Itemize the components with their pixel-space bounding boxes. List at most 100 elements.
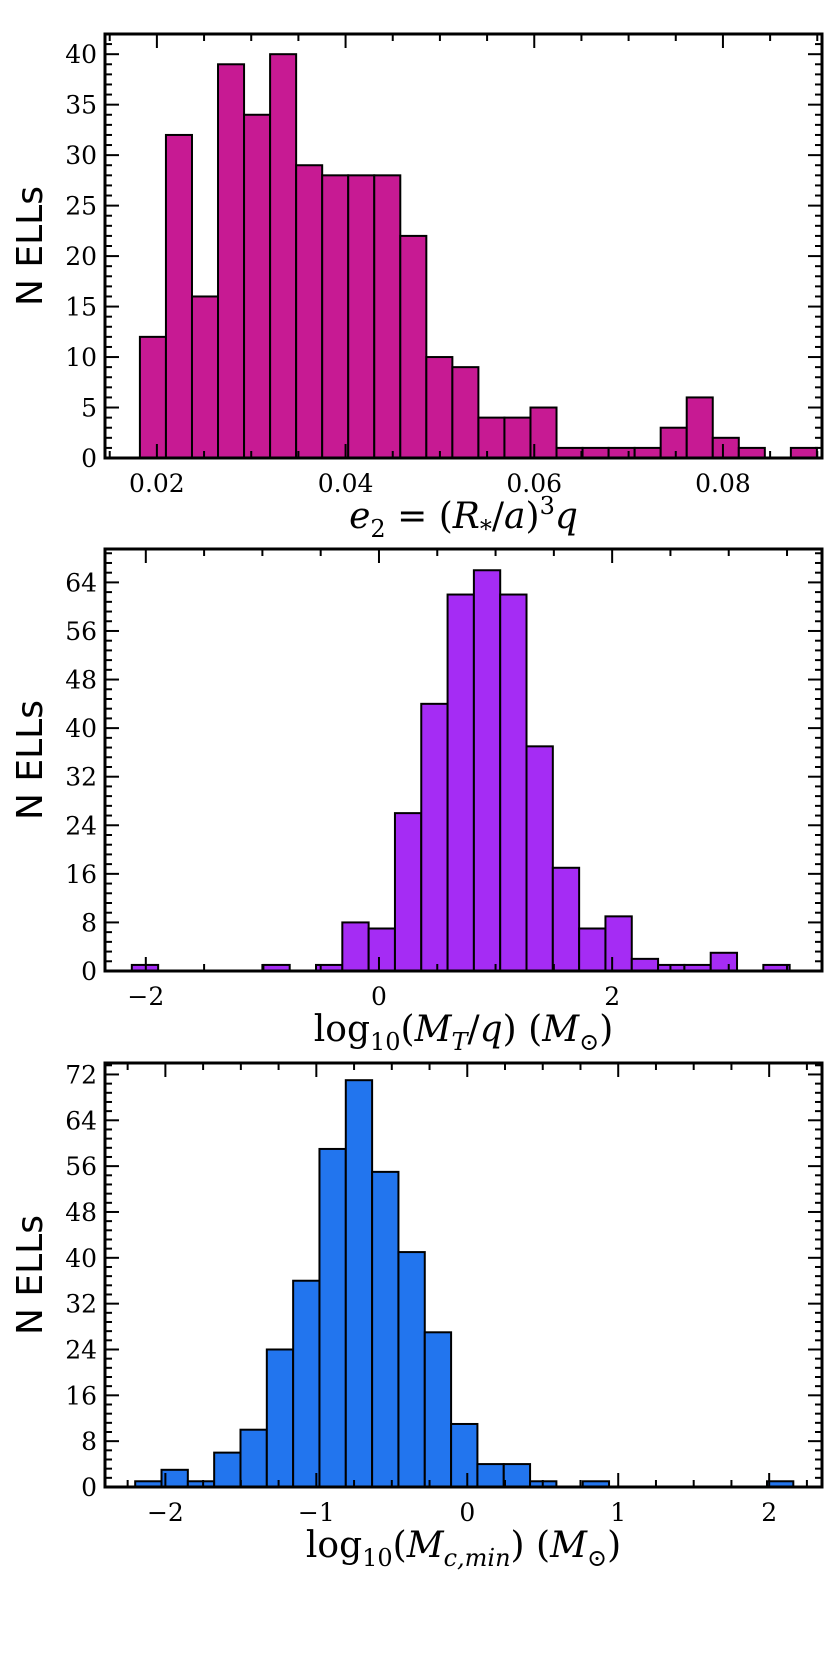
y-tick-label: 8 [81, 908, 97, 937]
x-tick-label: 1 [610, 1498, 626, 1527]
y-tick-label: 0 [81, 1473, 97, 1502]
histogram-bar [525, 745, 554, 972]
histogram-bar [476, 1463, 505, 1488]
histogram-bar [344, 1079, 374, 1489]
y-axis-label: N ELLs [10, 700, 51, 820]
histogram-bar [472, 569, 502, 972]
x-tick-label: 0 [371, 982, 387, 1011]
y-tick-label: 5 [81, 394, 97, 423]
x-tick-label: −2 [127, 982, 164, 1011]
y-tick-label: 35 [65, 91, 97, 120]
histogram-bar [709, 951, 739, 973]
histogram-bar [685, 396, 714, 459]
x-axis-label: log10(Mc,min) (M⊙) [306, 1525, 621, 1572]
histogram-bar [371, 1170, 400, 1488]
histogram-bar [711, 436, 740, 459]
x-axis-label: e2 = (R*/a)3q [349, 492, 578, 543]
panel-1: 0.02 0.04 0.06 0.08 0 5 10 15 20 25 30 35 40 N ELLs e2… [10, 32, 824, 543]
histogram-bar [341, 921, 370, 972]
y-tick-label: 32 [65, 763, 97, 792]
panel-3: −2 −1 0 1 2 0 8 16 24 32 40 48 56 64 72 N ELLs log10(Mc,… [10, 1060, 824, 1572]
x-tick-label: 0.04 [318, 469, 374, 498]
y-tick-label: 16 [65, 860, 97, 889]
axes-frame [103, 1061, 824, 1489]
histogram-bar [373, 174, 402, 459]
histogram-bar [393, 812, 423, 973]
x-tick-label: 2 [761, 1498, 777, 1527]
histogram-bar [555, 446, 584, 459]
y-tick-label: 15 [65, 293, 97, 322]
histogram-bar [659, 426, 688, 460]
x-tick-label: 0.08 [695, 469, 751, 498]
histogram-bar [347, 174, 376, 459]
histogram-bar [217, 63, 246, 460]
panel-2: −2 0 2 0 8 16 24 32 40 48 56 64 N ELLs log10(MT/q) (M… [10, 547, 824, 1056]
histogram-bar [425, 356, 454, 459]
histogram-bar [321, 174, 350, 459]
y-tick-label: 64 [65, 568, 97, 597]
histogram-bar [190, 295, 220, 459]
y-tick-label: 20 [65, 242, 97, 271]
y-tick-label: 0 [81, 957, 97, 986]
histogram-bar [295, 164, 324, 459]
histogram-bar [451, 366, 480, 459]
y-tick-label: 72 [65, 1060, 97, 1089]
y-tick-label: 40 [65, 1244, 97, 1273]
axes-frame [103, 547, 824, 973]
histogram-bar [265, 1348, 295, 1488]
y-axis-label: N ELLs [10, 186, 51, 306]
x-tick-label: −1 [298, 1498, 335, 1527]
y-tick-label: 48 [65, 666, 97, 695]
histogram-bar [269, 53, 298, 459]
y-tick-label: 32 [65, 1290, 97, 1319]
y-tick-label: 8 [81, 1427, 97, 1456]
y-tick-label: 30 [65, 141, 97, 170]
histogram-bar [367, 927, 396, 972]
histogram-bar [578, 927, 607, 972]
x-tick-label: 0.06 [506, 469, 562, 498]
histogram-bar [318, 1147, 347, 1488]
x-tick-label: 0 [459, 1498, 475, 1527]
y-tick-label: 0 [81, 444, 97, 473]
y-tick-label: 24 [65, 1335, 97, 1364]
histogram-bar [604, 915, 633, 973]
x-axis-label: log10(MT/q) (M⊙) [314, 1009, 613, 1056]
y-tick-label: 16 [65, 1381, 97, 1410]
y-tick-label: 40 [65, 40, 97, 69]
y-tick-label: 56 [65, 617, 97, 646]
histogram-bar [450, 1422, 479, 1489]
histogram-bar [138, 335, 167, 460]
histogram-bar [477, 416, 506, 459]
histogram-bar [503, 416, 532, 459]
histogram-bar [423, 1331, 453, 1488]
histogram-bar [499, 593, 528, 972]
histogram-bar [164, 133, 193, 459]
histogram-bar [213, 1451, 242, 1488]
y-tick-label: 40 [65, 714, 97, 743]
x-tick-label: −2 [147, 1498, 184, 1527]
histogram-bar [399, 234, 428, 459]
histogram-bar [789, 446, 818, 459]
histogram-bar [420, 702, 449, 972]
y-tick-label: 56 [65, 1152, 97, 1181]
y-tick-label: 24 [65, 811, 97, 840]
histogram-bar [630, 957, 660, 973]
histogram-bar [502, 1463, 532, 1488]
x-tick-label: 0.02 [129, 469, 185, 498]
histogram-bar [243, 113, 272, 459]
y-tick-label: 25 [65, 192, 97, 221]
histogram-bar [292, 1279, 321, 1488]
y-tick-label: 48 [65, 1198, 97, 1227]
histogram-bar [446, 593, 475, 972]
histogram-bar [607, 446, 636, 459]
histogram-bar [239, 1428, 268, 1489]
histogram-bar [633, 446, 662, 459]
x-tick-label: 2 [604, 982, 620, 1011]
histogram-bar [551, 866, 581, 972]
y-axis-label: N ELLs [10, 1215, 51, 1335]
histogram-bar [397, 1251, 426, 1488]
y-tick-label: 10 [65, 343, 97, 372]
y-tick-label: 64 [65, 1106, 97, 1135]
histogram-bar [737, 446, 766, 459]
